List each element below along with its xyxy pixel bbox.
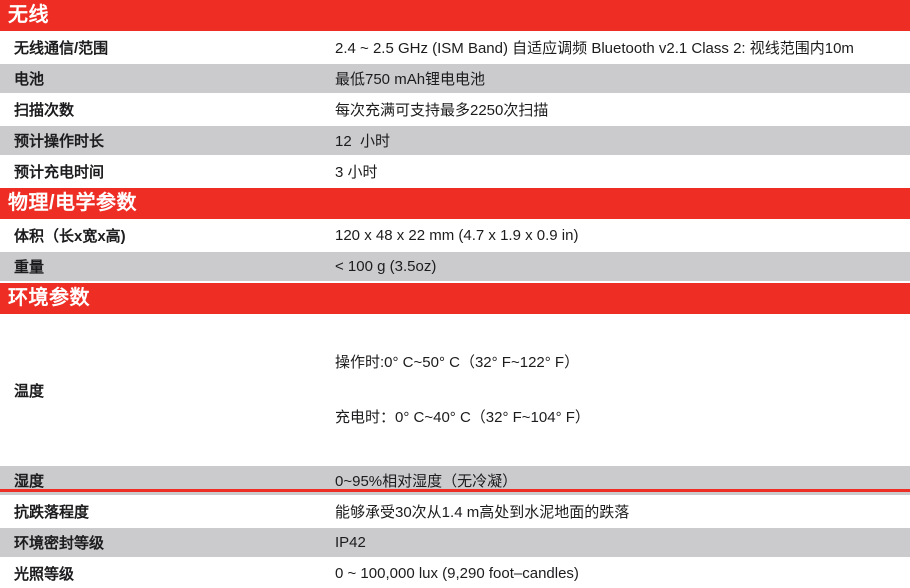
spec-value: 能够承受30次从1.4 m高处到水泥地面的跌落 (335, 504, 630, 521)
section-header: 环境参数 (0, 283, 910, 314)
spec-label: 预计操作时长 (14, 133, 105, 150)
spec-label: 重量 (14, 259, 45, 276)
spec-label: 环境密封等级 (14, 535, 105, 552)
section-rows: 无线通信/范围 2.4 ~ 2.5 GHz (ISM Band) 自适应调频 B… (0, 33, 910, 186)
spec-value: 0 ~ 100,000 lux (9,290 foot–candles) (335, 565, 579, 582)
spec-label: 体积（长x宽x高) (14, 228, 126, 245)
spec-label: 光照等级 (14, 566, 75, 583)
spec-row: 重量 < 100 g (3.5oz) (0, 252, 910, 281)
spec-label: 电池 (14, 71, 45, 88)
section-wireless: 无线 无线通信/范围 2.4 ~ 2.5 GHz (ISM Band) 自适应调… (0, 0, 910, 186)
spec-label: 抗跌落程度 (14, 504, 90, 521)
spec-row: 无线通信/范围 2.4 ~ 2.5 GHz (ISM Band) 自适应调频 B… (0, 33, 910, 62)
spec-row: 电池 最低750 mAh锂电电池 (0, 64, 910, 93)
spec-value: 每次充满可支持最多2250次扫描 (335, 102, 549, 119)
section-rows: 体积（长x宽x高) 120 x 48 x 22 mm (4.7 x 1.9 x … (0, 221, 910, 281)
spec-value: < 100 g (3.5oz) (335, 258, 437, 275)
spec-row: 预计充电时间 3 小时 (0, 157, 910, 186)
spec-value-line: 操作时:0° C~50° C（32° F~122° F） (335, 354, 580, 371)
spec-row: 扫描次数 每次充满可支持最多2250次扫描 (0, 95, 910, 124)
spec-row: 温度 操作时:0° C~50° C（32° F~122° F） 充电时：0° C… (0, 316, 910, 464)
spec-row: 体积（长x宽x高) 120 x 48 x 22 mm (4.7 x 1.9 x … (0, 221, 910, 250)
spec-label: 温度 (14, 382, 45, 400)
spec-row: 抗跌落程度 能够承受30次从1.4 m高处到水泥地面的跌落 (0, 497, 910, 526)
spec-value: 0~95%相对湿度（无冷凝） (335, 473, 518, 490)
spec-label: 预计充电时间 (14, 164, 105, 181)
section-header: 物理/电学参数 (0, 188, 910, 219)
section-rows: 温度 操作时:0° C~50° C（32° F~122° F） 充电时：0° C… (0, 316, 910, 588)
spec-label: 湿度 (14, 473, 45, 490)
spec-value: 操作时:0° C~50° C（32° F~122° F） 充电时：0° C~40… (335, 318, 910, 462)
section-physical-electrical: 物理/电学参数 体积（长x宽x高) 120 x 48 x 22 mm (4.7 … (0, 188, 910, 281)
section-header: 无线 (0, 0, 910, 31)
spec-value: 120 x 48 x 22 mm (4.7 x 1.9 x 0.9 in) (335, 227, 579, 244)
spec-value-line: 充电时：0° C~40° C（32° F~104° F） (335, 409, 590, 426)
spec-row: 预计操作时长 12 小时 (0, 126, 910, 155)
spec-row: 环境密封等级 IP42 (0, 528, 910, 557)
spec-value: IP42 (335, 534, 366, 551)
spec-value: 2.4 ~ 2.5 GHz (ISM Band) 自适应调频 Bluetooth… (335, 40, 854, 57)
spec-value: 3 小时 (335, 164, 378, 181)
spec-label: 无线通信/范围 (14, 40, 109, 57)
spec-label: 扫描次数 (14, 102, 75, 119)
next-section-edge-strip (0, 489, 910, 492)
spec-value: 12 小时 (335, 133, 391, 150)
section-environmental: 环境参数 温度 操作时:0° C~50° C（32° F~122° F） 充电时… (0, 283, 910, 588)
spec-row: 光照等级 0 ~ 100,000 lux (9,290 foot–candles… (0, 559, 910, 588)
spec-value: 最低750 mAh锂电电池 (335, 71, 486, 88)
